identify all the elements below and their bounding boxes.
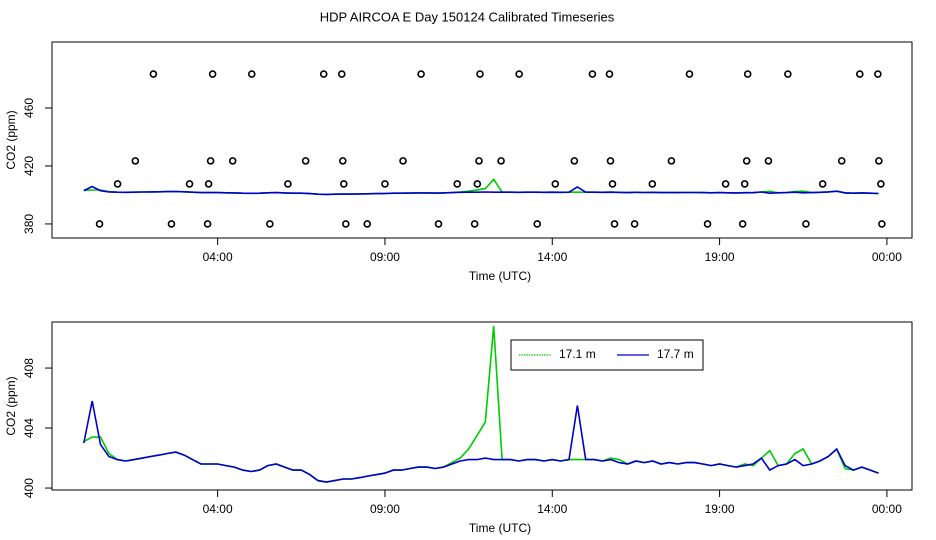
x-tick-label: 04:00 — [203, 502, 233, 516]
flag-point — [95, 220, 104, 228]
flag-point — [875, 157, 883, 165]
flag-point — [685, 70, 694, 78]
flag-point — [131, 157, 140, 165]
flag-point — [874, 70, 882, 78]
flag-point — [588, 70, 597, 78]
y-tick-label: 404 — [22, 418, 36, 438]
x-tick-label: 14:00 — [537, 250, 567, 264]
x-tick-label: 09:00 — [370, 502, 400, 516]
flag-point — [476, 70, 484, 78]
x-axis-title: Time (UTC) — [469, 269, 531, 283]
flag-point — [764, 157, 773, 165]
flag-point — [608, 180, 617, 188]
plot-frame — [51, 321, 913, 491]
flag-point — [570, 157, 579, 165]
x-axis-title: Time (UTC) — [469, 521, 531, 535]
flag-point — [185, 180, 194, 188]
flag-point — [667, 157, 676, 165]
flag-point — [149, 70, 158, 78]
flag-point — [551, 180, 560, 188]
plot-frame — [51, 41, 913, 239]
flag-point — [337, 70, 346, 78]
chart-title: HDP AIRCOA E Day 150124 Calibrated Times… — [320, 9, 615, 24]
flag-point — [470, 220, 479, 228]
flag-point — [363, 220, 372, 228]
flag-point — [703, 220, 712, 228]
flag-point — [497, 157, 505, 165]
flag-point — [740, 180, 749, 188]
flag-point — [605, 70, 614, 78]
flag-point — [606, 157, 615, 165]
x-tick-label: 19:00 — [705, 502, 735, 516]
flag-point — [203, 220, 212, 228]
series-line — [83, 185, 879, 196]
flag-point — [837, 157, 846, 165]
flag-point — [204, 180, 213, 188]
legend-label: 17.1 m — [559, 347, 596, 361]
flag-point — [284, 180, 292, 188]
flag-point — [399, 157, 407, 165]
y-tick-label: 400 — [22, 478, 36, 498]
y-tick-label: 408 — [22, 358, 36, 378]
flag-point — [533, 220, 542, 228]
y-tick-label: 460 — [22, 98, 36, 118]
flag-point — [453, 180, 462, 188]
flag-point — [802, 220, 810, 228]
series-line — [83, 400, 879, 483]
flag-point — [342, 220, 350, 228]
flag-point — [301, 157, 310, 165]
flag-point — [381, 180, 389, 188]
flag-point — [742, 157, 751, 165]
legend-label: 17.7 m — [657, 347, 694, 361]
flag-point — [818, 180, 827, 188]
y-axis-title: CO2 (ppm) — [4, 376, 18, 435]
flag-point — [266, 220, 274, 228]
flag-point — [206, 157, 215, 165]
x-tick-label: 14:00 — [537, 502, 567, 516]
y-tick-label: 420 — [22, 156, 36, 176]
flag-point — [167, 220, 176, 228]
flag-point — [855, 70, 864, 78]
flag-point — [319, 70, 328, 78]
x-tick-label: 19:00 — [705, 250, 735, 264]
y-tick-label: 380 — [22, 214, 36, 234]
flag-point — [473, 180, 482, 188]
flag-point — [475, 157, 483, 165]
flag-point — [738, 220, 747, 228]
y-axis-title: CO2 (ppm) — [4, 110, 18, 169]
flag-point — [784, 70, 792, 78]
flag-point — [417, 70, 425, 78]
flag-point — [721, 180, 730, 188]
flag-point — [208, 70, 217, 78]
flag-point — [878, 220, 886, 228]
flag-point — [630, 220, 639, 228]
flag-point — [247, 70, 256, 78]
x-tick-label: 09:00 — [370, 250, 400, 264]
x-tick-label: 00:00 — [872, 250, 902, 264]
flag-point — [113, 180, 122, 188]
flag-point — [610, 220, 619, 228]
x-tick-label: 04:00 — [203, 250, 233, 264]
flag-point — [434, 220, 443, 228]
flag-point — [339, 180, 348, 188]
flag-point — [877, 180, 885, 188]
flag-point — [648, 180, 657, 188]
flag-point — [228, 157, 237, 165]
legend-box — [510, 339, 704, 371]
flag-point — [515, 70, 523, 78]
flag-point — [743, 70, 752, 78]
flag-point — [338, 157, 347, 165]
x-tick-label: 00:00 — [872, 502, 902, 516]
